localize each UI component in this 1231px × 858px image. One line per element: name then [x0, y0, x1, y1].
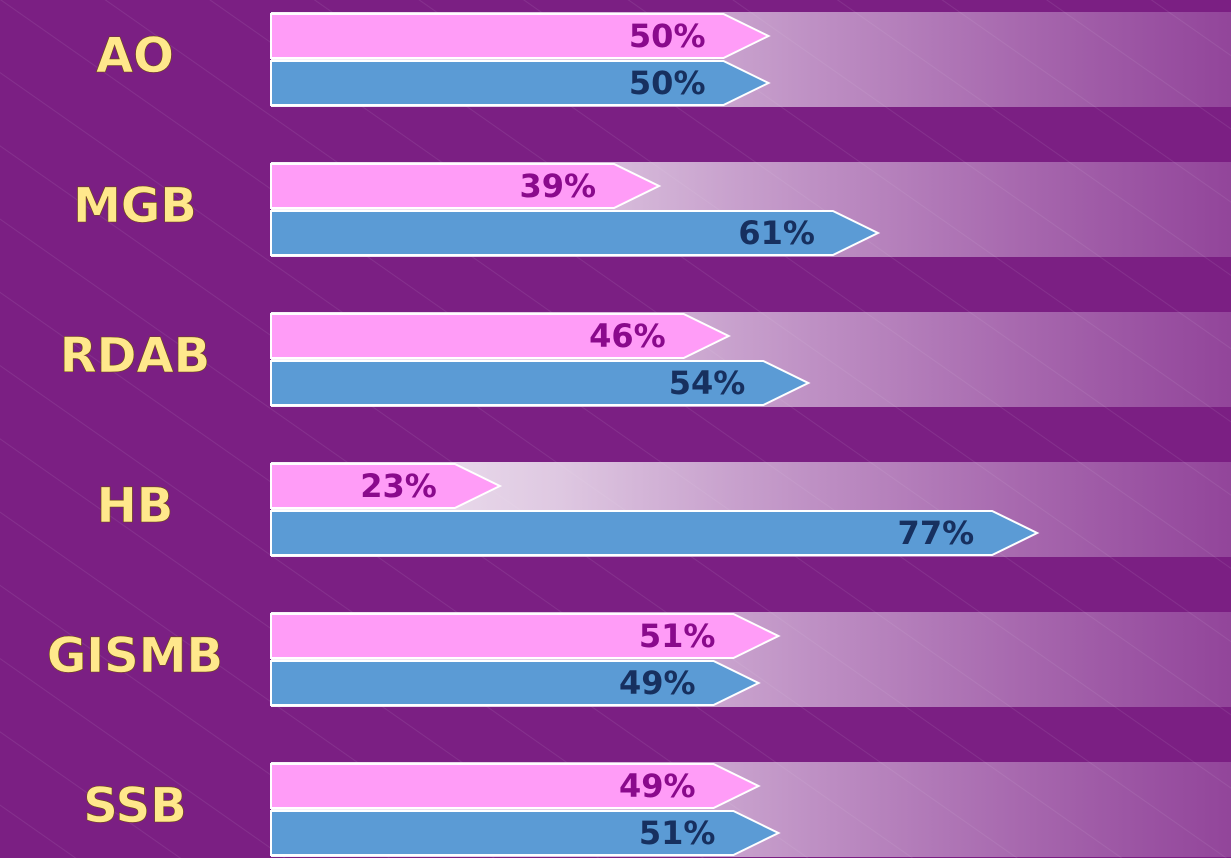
category-label: MGB [73, 178, 197, 234]
value-label: 51% [639, 617, 716, 655]
bar [270, 810, 781, 856]
category-label: AO [96, 28, 174, 84]
value-label: 51% [639, 814, 716, 852]
bar [270, 360, 811, 406]
bar [270, 763, 761, 809]
category-label: SSB [83, 778, 187, 834]
bar [270, 510, 1040, 556]
value-label: 23% [360, 467, 437, 505]
value-label: 61% [738, 214, 815, 252]
bar [270, 163, 662, 209]
bar [270, 210, 881, 256]
value-label: 46% [589, 317, 666, 355]
value-label: 50% [629, 17, 706, 55]
bar [270, 660, 761, 706]
value-label: 50% [629, 64, 706, 102]
category-label: GISMB [47, 628, 223, 684]
bar [270, 613, 781, 659]
bar [270, 463, 503, 509]
bar [270, 13, 771, 59]
value-label: 49% [619, 664, 696, 702]
value-label: 77% [898, 514, 975, 552]
bar [270, 60, 771, 106]
category-label: HB [97, 478, 174, 534]
value-label: 54% [669, 364, 746, 402]
value-label: 49% [619, 767, 696, 805]
bar [270, 313, 731, 359]
category-label: RDAB [60, 328, 211, 384]
value-label: 39% [519, 167, 596, 205]
